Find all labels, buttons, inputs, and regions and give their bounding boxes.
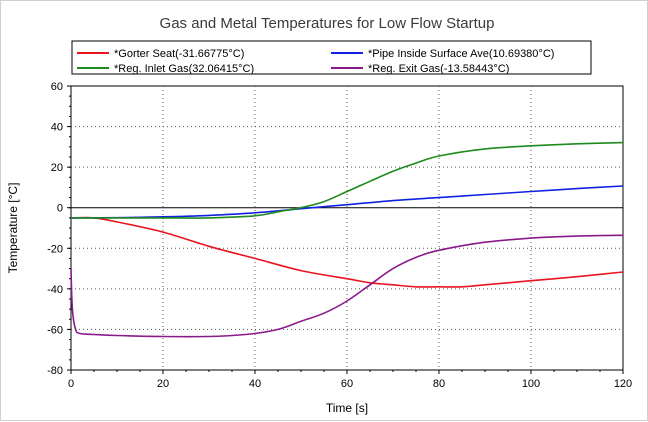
series-line-0 [70, 216, 624, 288]
x-tick-label: 120 [614, 378, 632, 390]
plot-area [70, 85, 624, 371]
series-line-2 [70, 141, 624, 219]
legend-label-3: *Reg. Exit Gas(-13.58443°C) [368, 63, 509, 75]
y-tick-label: 60 [51, 81, 63, 93]
series-line-1 [70, 185, 624, 219]
x-tick-label: 100 [522, 378, 540, 390]
series-layer [70, 141, 624, 338]
y-tick-label: -60 [47, 324, 63, 336]
x-tick-label: 0 [68, 378, 74, 390]
grid [71, 86, 623, 370]
series-line-3 [70, 234, 624, 338]
y-tick-label: 20 [51, 162, 63, 174]
y-tick-label: -80 [47, 365, 63, 377]
axis-ticks: 0 20 40 60 80 100 120 -80 -60 -40 -20 0 20 40 60 [47, 81, 632, 390]
x-axis-title: Time [s] [326, 401, 368, 415]
x-tick-label: 80 [433, 378, 445, 390]
y-axis-title: Temperature [°C] [6, 183, 20, 274]
legend-label-1: *Pipe Inside Surface Ave(10.69380°C) [368, 48, 554, 60]
y-tick-label: 40 [51, 122, 63, 134]
x-tick-label: 40 [249, 378, 261, 390]
chart-title: Gas and Metal Temperatures for Low Flow … [160, 15, 495, 32]
legend-label-0: *Gorter Seat(-31.66775°C) [114, 48, 244, 60]
legend-label-2: *Reg. Inlet Gas(32.06415°C) [114, 63, 254, 75]
y-tick-label: -40 [47, 284, 63, 296]
x-tick-label: 60 [341, 378, 353, 390]
x-tick-label: 20 [157, 378, 169, 390]
legend: *Gorter Seat(-31.66775°C) *Reg. Inlet Gas… [71, 40, 592, 75]
y-tick-label: 0 [57, 203, 63, 215]
y-tick-label: -20 [47, 243, 63, 255]
